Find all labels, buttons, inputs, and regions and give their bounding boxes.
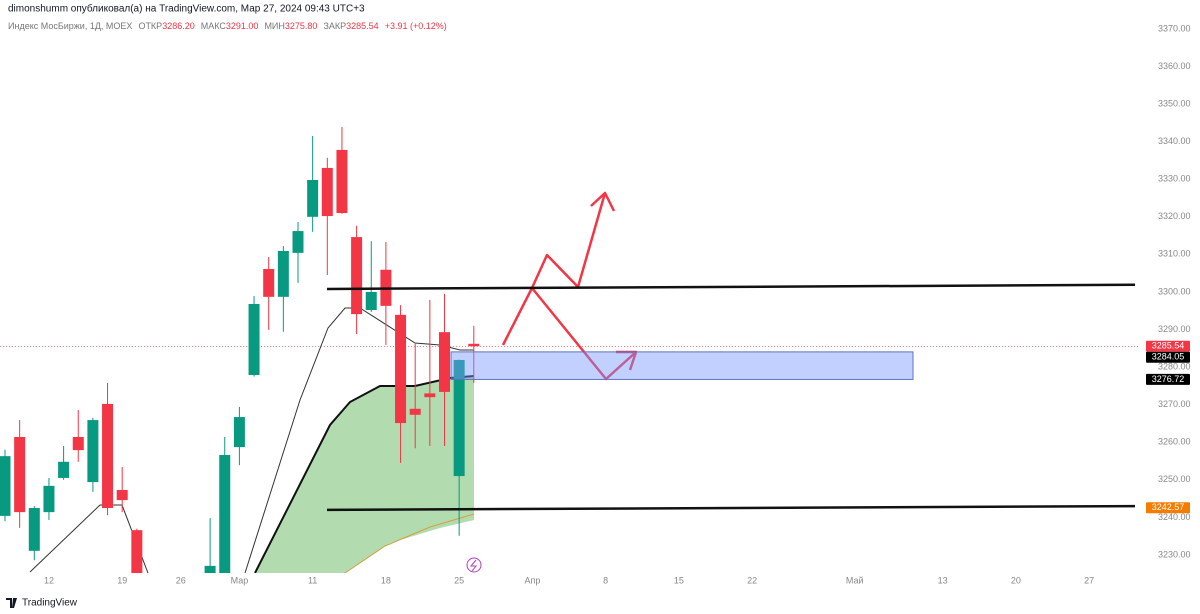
candle-body xyxy=(365,291,377,310)
indicator-line xyxy=(344,513,475,573)
y-tick-label: 3300.00 xyxy=(1158,286,1191,296)
author-line: dimonshumm опубликовал(а) на TradingView… xyxy=(8,3,365,15)
level-line xyxy=(326,283,1136,291)
x-tick-label: 8 xyxy=(603,575,608,585)
y-tick-label: 3240.00 xyxy=(1158,512,1191,522)
candle-body xyxy=(321,167,333,217)
price-label: 3284.05 xyxy=(1152,352,1185,362)
x-tick-label: Мар xyxy=(231,575,249,585)
candle-body xyxy=(58,461,70,478)
candle-body xyxy=(72,436,84,451)
arrow xyxy=(530,191,616,289)
x-tick-label: 22 xyxy=(747,575,757,585)
y-tick-label: 3340.00 xyxy=(1158,136,1191,146)
price-label-box xyxy=(1146,373,1190,385)
candle-body xyxy=(395,314,407,424)
x-tick-label: 12 xyxy=(44,575,54,585)
legend-label: МАКС xyxy=(201,21,227,31)
candle-body xyxy=(307,179,319,217)
y-tick-label: 3350.00 xyxy=(1158,98,1191,108)
price-label-box xyxy=(1146,340,1190,352)
y-tick-label: 3330.00 xyxy=(1158,174,1191,184)
candle-body xyxy=(204,565,216,573)
y-tick-label: 3370.00 xyxy=(1158,23,1191,33)
candle-body xyxy=(409,408,421,415)
y-tick-label: 3280.00 xyxy=(1158,361,1191,371)
x-tick-label: Май xyxy=(846,575,864,585)
candle-body xyxy=(351,237,363,315)
candle-body xyxy=(14,436,26,513)
candle-body xyxy=(277,250,289,297)
candle-body xyxy=(131,530,143,573)
y-tick-label: 3230.00 xyxy=(1158,549,1191,559)
candle-body xyxy=(439,332,450,392)
event-icon xyxy=(469,559,478,572)
symbol: Индекс МосБиржи, 1Д, MOEX xyxy=(8,21,132,31)
x-tick-label: 25 xyxy=(454,575,464,585)
legend-value: 3275.80 xyxy=(285,21,318,31)
drawings xyxy=(326,191,1136,573)
y-tick-label: 3290.00 xyxy=(1158,324,1191,334)
candle-body xyxy=(43,485,55,513)
price-label-box xyxy=(1146,351,1190,363)
candle-body xyxy=(102,403,114,508)
legend-label: ОТКР xyxy=(138,21,162,31)
brand-logo xyxy=(6,598,17,608)
y-tick-label: 3260.00 xyxy=(1158,437,1191,447)
candle-body xyxy=(248,303,260,375)
x-tick-label: 18 xyxy=(381,575,391,585)
brand: TradingView xyxy=(22,598,78,609)
price-label: 3276.72 xyxy=(1152,374,1185,384)
x-tick-label: 13 xyxy=(938,575,948,585)
price-label: 3242.57 xyxy=(1152,502,1185,512)
candle-body xyxy=(28,507,40,551)
event-icon[interactable] xyxy=(466,557,482,573)
plot xyxy=(0,126,1140,573)
change: +3.91 (+0.12%) xyxy=(385,21,447,31)
x-tick-label: Апр xyxy=(524,575,540,585)
y-tick-label: 3270.00 xyxy=(1158,399,1191,409)
legend-value: 3286.20 xyxy=(162,21,195,31)
cloud xyxy=(255,376,474,573)
y-tick-label: 3310.00 xyxy=(1158,249,1191,259)
x-tick-label: 15 xyxy=(674,575,684,585)
candle-body xyxy=(116,489,128,501)
zone xyxy=(450,351,914,380)
candle-body xyxy=(87,420,99,483)
candle-body xyxy=(453,359,465,477)
y-tick-label: 3250.00 xyxy=(1158,474,1191,484)
y-tick-label: 3360.00 xyxy=(1158,61,1191,71)
x-tick-label: 19 xyxy=(117,575,127,585)
legend-value: 3291.00 xyxy=(226,21,259,31)
x-tick-label: 27 xyxy=(1084,575,1094,585)
candle-body xyxy=(233,417,245,448)
candle-body xyxy=(336,149,348,214)
candle-body xyxy=(424,393,436,398)
x-tick-label: 20 xyxy=(1011,575,1021,585)
ohlc-legend: Индекс МосБиржи, 1Д, MOEX ОТКР3286.20 МАКС… xyxy=(8,21,447,31)
candle-body xyxy=(263,269,275,297)
legend-value: 3285.54 xyxy=(346,21,379,31)
price-label-box xyxy=(1146,502,1190,514)
level-line xyxy=(326,504,1136,512)
y-tick-label: 3320.00 xyxy=(1158,211,1191,221)
price-label: 3285.54 xyxy=(1152,341,1185,351)
candle-body xyxy=(0,456,11,516)
x-tick-label: 26 xyxy=(176,575,186,585)
legend-label: МИН xyxy=(264,21,284,31)
candle-body xyxy=(468,343,480,347)
x-tick-label: 11 xyxy=(308,575,317,585)
legend-label: ЗАКР xyxy=(323,21,346,31)
candle-body xyxy=(219,455,231,573)
candle-body xyxy=(292,231,304,253)
